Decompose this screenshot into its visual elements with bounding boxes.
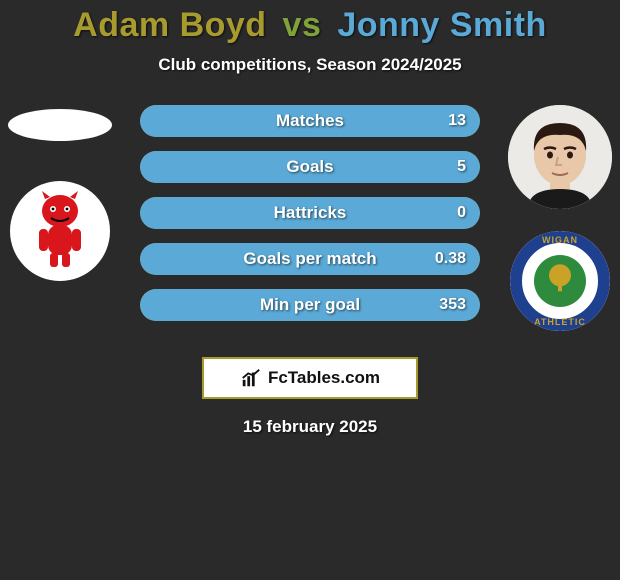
stat-label: Goals [140, 157, 480, 177]
date-text: 15 february 2025 [0, 417, 620, 437]
right-player-column: WIGAN ATHLETIC [500, 105, 620, 331]
stat-bar: Goals per match0.38 [140, 243, 480, 275]
player2-photo [508, 105, 612, 209]
player2-club-badge: WIGAN ATHLETIC [510, 231, 610, 331]
title-vs: vs [283, 6, 322, 44]
stat-bar: Goals5 [140, 151, 480, 183]
brand-text: FcTables.com [268, 368, 380, 388]
brand-box: FcTables.com [202, 357, 418, 399]
player2-face-icon [508, 105, 612, 209]
player1-photo-placeholder [8, 109, 112, 141]
stat-value-right: 5 [457, 158, 466, 176]
title-player2: Jonny Smith [337, 6, 547, 44]
stat-value-right: 13 [448, 112, 466, 130]
wigan-text-bottom: ATHLETIC [510, 317, 610, 327]
page-title: Adam Boyd vs Jonny Smith [0, 6, 620, 45]
left-player-column [0, 105, 120, 281]
chart-icon [240, 367, 262, 389]
wigan-tree-icon [543, 261, 577, 295]
lincoln-imp-icon [25, 191, 95, 271]
stat-bar: Min per goal353 [140, 289, 480, 321]
stat-value-right: 353 [439, 296, 466, 314]
comparison-card: Adam Boyd vs Jonny Smith Club competitio… [0, 0, 620, 580]
stat-label: Matches [140, 111, 480, 131]
stat-bars: Matches13 Goals5 Hattricks0 Goals per match… [140, 105, 480, 321]
stat-label: Goals per match [140, 249, 480, 269]
title-player1: Adam Boyd [73, 6, 266, 44]
stat-label: Min per goal [140, 295, 480, 315]
stat-label: Hattricks [140, 203, 480, 223]
stat-value-right: 0.38 [435, 250, 466, 268]
wigan-text-top: WIGAN [510, 235, 610, 245]
subtitle: Club competitions, Season 2024/2025 [0, 55, 620, 75]
player1-club-badge [10, 181, 110, 281]
stat-bar: Hattricks0 [140, 197, 480, 229]
stat-bar: Matches13 [140, 105, 480, 137]
stat-value-right: 0 [457, 204, 466, 222]
stats-area: WIGAN ATHLETIC Matches13Goals5Hattricks0… [0, 105, 620, 335]
